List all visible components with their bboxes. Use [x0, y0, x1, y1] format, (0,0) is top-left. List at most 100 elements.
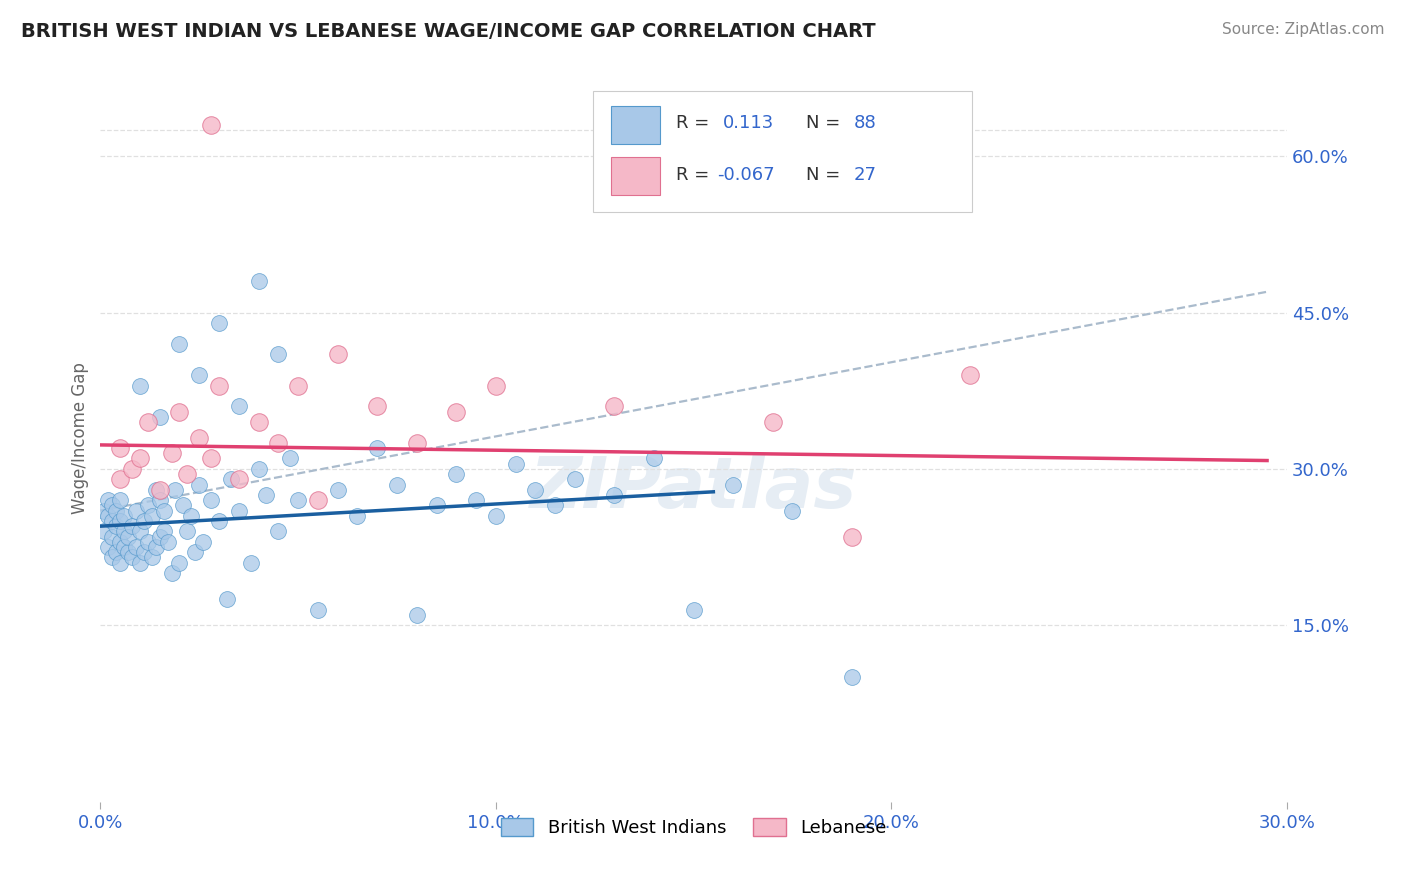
Point [108, 514, 131, 528]
Point [176, 467, 198, 481]
Point [121, 519, 143, 533]
Point [93, 524, 115, 539]
Point [841, 670, 863, 684]
Point [278, 451, 301, 466]
Point [762, 415, 785, 429]
Point [267, 435, 290, 450]
Point [208, 514, 231, 528]
Point [105, 503, 128, 517]
Point [97, 540, 120, 554]
Point [287, 378, 309, 392]
Point [485, 378, 508, 392]
Point [247, 415, 270, 429]
Point [136, 534, 159, 549]
Point [446, 404, 468, 418]
Point [121, 550, 143, 565]
Point [97, 493, 120, 508]
Point [125, 503, 148, 517]
Point [129, 451, 152, 466]
Text: Source: ZipAtlas.com: Source: ZipAtlas.com [1222, 22, 1385, 37]
Point [184, 545, 207, 559]
Text: 27: 27 [853, 166, 877, 184]
Point [782, 503, 804, 517]
Point [193, 534, 215, 549]
Point [136, 415, 159, 429]
Point [149, 530, 172, 544]
Text: R =: R = [676, 113, 709, 132]
Point [208, 378, 231, 392]
Point [247, 274, 270, 288]
Point [425, 499, 447, 513]
Point [505, 457, 527, 471]
Point [156, 534, 179, 549]
Point [129, 524, 152, 539]
Point [247, 462, 270, 476]
Text: N =: N = [806, 113, 841, 132]
Point [125, 540, 148, 554]
Point [97, 508, 120, 523]
Text: -0.067: -0.067 [717, 166, 775, 184]
Point [287, 493, 309, 508]
Point [117, 530, 139, 544]
Point [108, 441, 131, 455]
Point [132, 545, 155, 559]
Point [101, 499, 124, 513]
Point [603, 488, 626, 502]
Text: ZIPatlas: ZIPatlas [530, 454, 858, 524]
Point [267, 524, 290, 539]
Point [366, 441, 388, 455]
Point [132, 514, 155, 528]
Point [200, 451, 222, 466]
Point [307, 493, 329, 508]
Point [682, 602, 704, 616]
Point [108, 493, 131, 508]
Legend: British West Indians, Lebanese: British West Indians, Lebanese [494, 811, 894, 845]
Point [160, 566, 183, 580]
Point [228, 472, 250, 486]
Point [152, 524, 174, 539]
Text: R =: R = [676, 166, 709, 184]
Point [93, 503, 115, 517]
Point [267, 347, 290, 361]
Point [603, 400, 626, 414]
Point [169, 404, 191, 418]
Point [112, 540, 135, 554]
Point [136, 499, 159, 513]
Point [112, 508, 135, 523]
Point [108, 472, 131, 486]
Point [188, 368, 211, 383]
Point [326, 483, 349, 497]
Point [405, 435, 427, 450]
Point [180, 508, 202, 523]
Point [165, 483, 187, 497]
Point [172, 499, 194, 513]
Point [524, 483, 547, 497]
Point [326, 347, 349, 361]
Point [256, 488, 278, 502]
Point [188, 477, 211, 491]
Point [228, 400, 250, 414]
Point [145, 483, 167, 497]
Point [169, 336, 191, 351]
Point [215, 592, 238, 607]
Point [129, 556, 152, 570]
Point [200, 118, 222, 132]
Point [188, 431, 211, 445]
Point [152, 503, 174, 517]
Text: 88: 88 [853, 113, 876, 132]
Point [366, 400, 388, 414]
Point [721, 477, 744, 491]
Point [959, 368, 981, 383]
Point [105, 519, 128, 533]
Point [485, 508, 508, 523]
Point [145, 540, 167, 554]
Point [200, 493, 222, 508]
Point [169, 556, 191, 570]
Point [101, 530, 124, 544]
FancyBboxPatch shape [610, 106, 661, 144]
Point [149, 409, 172, 424]
Text: BRITISH WEST INDIAN VS LEBANESE WAGE/INCOME GAP CORRELATION CHART: BRITISH WEST INDIAN VS LEBANESE WAGE/INC… [21, 22, 876, 41]
Point [105, 545, 128, 559]
Point [228, 503, 250, 517]
Point [149, 483, 172, 497]
